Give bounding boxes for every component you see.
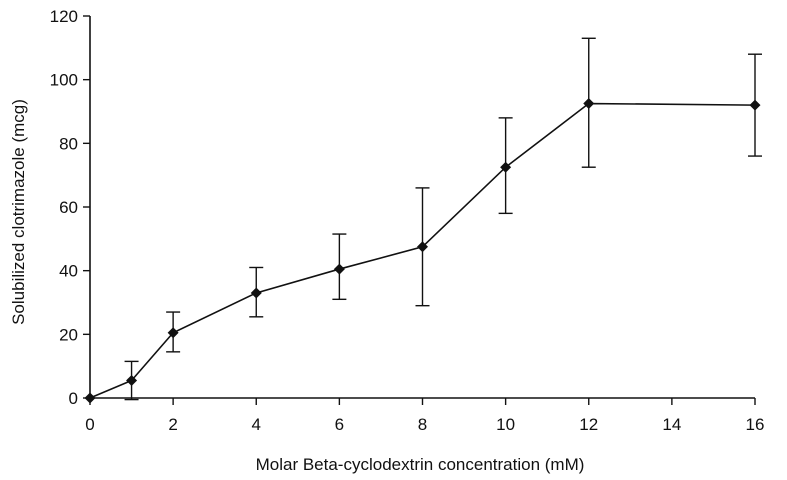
data-point [583, 98, 595, 110]
y-tick-label: 100 [50, 71, 78, 90]
data-point [749, 99, 761, 111]
x-tick-label: 10 [496, 415, 515, 434]
y-tick-label: 120 [50, 7, 78, 26]
data-point [417, 241, 428, 253]
x-axis-title: Molar Beta-cyclodextrin concentration (m… [256, 455, 585, 474]
x-tick-label: 12 [579, 415, 598, 434]
data-point [500, 161, 512, 173]
y-axis-title: Solubilized clotrimazole (mcg) [9, 99, 28, 325]
data-point [84, 392, 96, 404]
x-tick-label: 4 [252, 415, 261, 434]
y-tick-label: 0 [69, 389, 78, 408]
x-tick-label: 2 [168, 415, 177, 434]
x-tick-label: 8 [418, 415, 427, 434]
x-tick-label: 0 [85, 415, 94, 434]
data-point [333, 263, 345, 275]
x-tick-label: 16 [746, 415, 765, 434]
data-point [167, 327, 179, 339]
x-tick-label: 6 [335, 415, 344, 434]
y-tick-label: 60 [59, 198, 78, 217]
data-point [250, 287, 262, 299]
x-tick-label: 14 [662, 415, 681, 434]
data-point [126, 374, 138, 386]
y-tick-label: 40 [59, 262, 78, 281]
y-tick-label: 20 [59, 325, 78, 344]
y-tick-label: 80 [59, 134, 78, 153]
